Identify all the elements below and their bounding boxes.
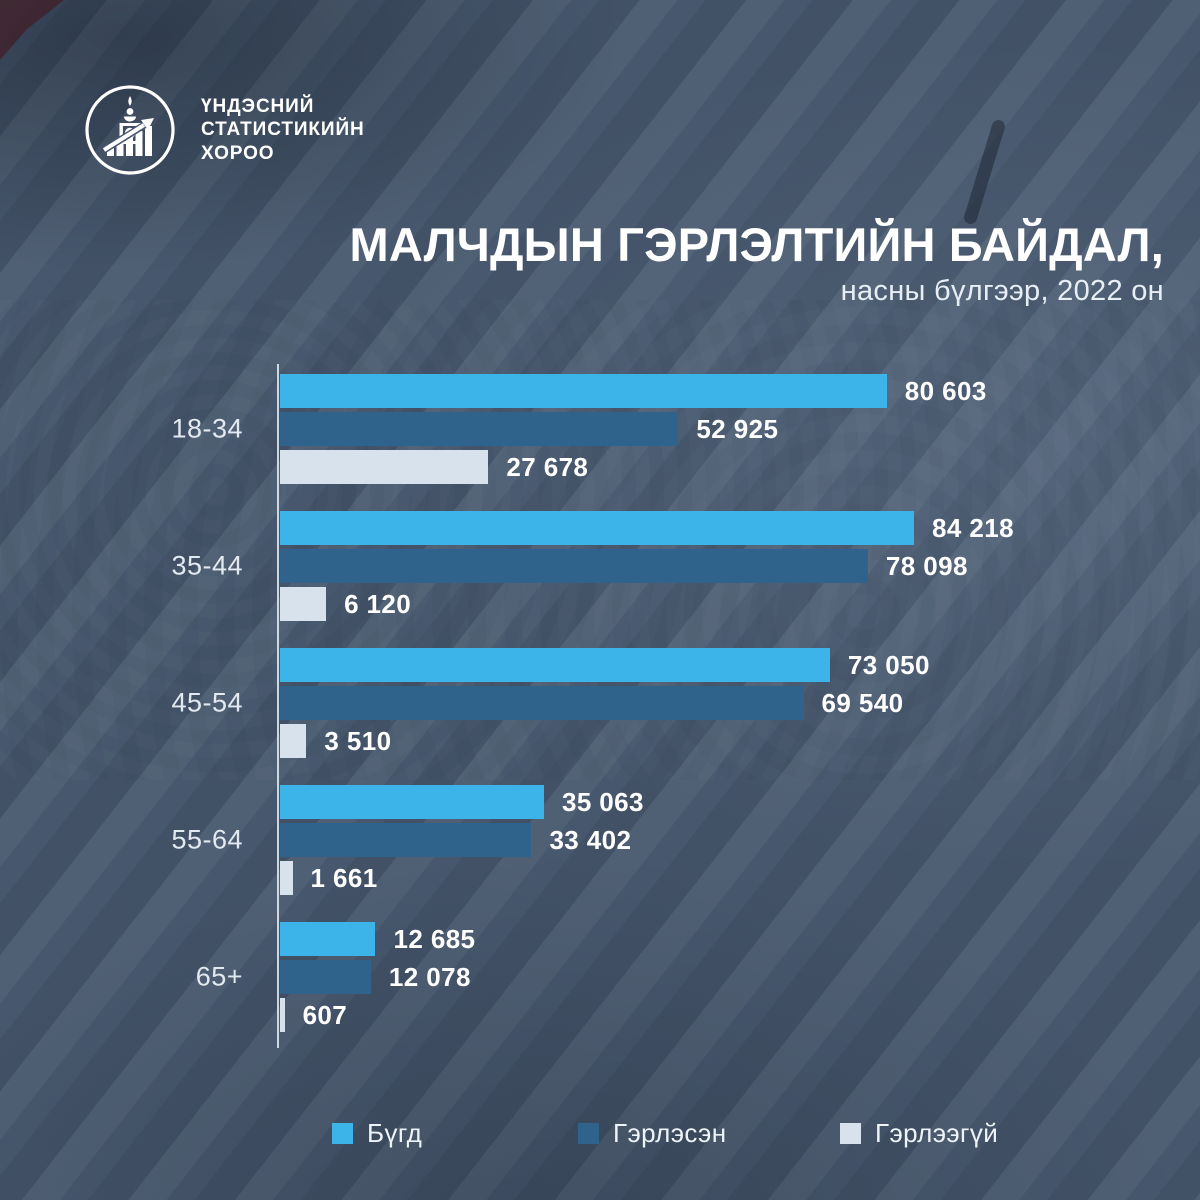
bar-value-label: 35 063 bbox=[561, 786, 644, 817]
bar-row: 12 078 bbox=[280, 960, 1180, 994]
bar-row: 80 603 bbox=[280, 374, 1180, 408]
legend-label-total: Бүгд bbox=[367, 1117, 423, 1148]
legend-swatch-unmarried bbox=[840, 1122, 861, 1144]
bar-chart: 18-34 80 603 52 925 27 678 35-44 84 218 78 098… bbox=[171, 374, 1180, 1032]
category-label: 35-44 bbox=[171, 550, 243, 581]
bar-value-label: 3 510 bbox=[324, 725, 392, 756]
bar-Гэрлээгүй bbox=[280, 724, 307, 758]
bar-value-label: 6 120 bbox=[344, 588, 412, 619]
legend-item-married: Гэрлэсэн bbox=[578, 1113, 726, 1153]
bar-row: 33 402 bbox=[280, 823, 1180, 857]
bar-Гэрлээгүй bbox=[280, 998, 285, 1032]
bar-row: 1 661 bbox=[280, 861, 1180, 895]
bar-value-label: 52 925 bbox=[696, 413, 779, 444]
category-label: 55-64 bbox=[171, 824, 243, 855]
category-label: 65+ bbox=[195, 961, 243, 992]
bar-row: 73 050 bbox=[280, 648, 1180, 682]
bar-value-label: 78 098 bbox=[885, 550, 968, 581]
bar-group-65+: 65+ 12 685 12 078 607 bbox=[196, 922, 1180, 1032]
bar-Гэрлээгүй bbox=[280, 587, 327, 621]
legend-swatch-total bbox=[332, 1122, 353, 1144]
bar-value-label: 12 685 bbox=[393, 923, 476, 954]
brand-line-3: ХОРОО bbox=[201, 142, 275, 164]
bar-value-label: 1 661 bbox=[310, 862, 378, 893]
bar-group-45-54: 45-54 73 050 69 540 3 510 bbox=[171, 648, 1180, 758]
legend-label-married: Гэрлэсэн bbox=[613, 1117, 727, 1148]
bar-groups: 18-34 80 603 52 925 27 678 35-44 84 218 78 098… bbox=[171, 374, 1180, 1032]
bar-row: 27 678 bbox=[280, 450, 1180, 484]
bar-value-label: 80 603 bbox=[904, 375, 987, 406]
bar-row: 6 120 bbox=[280, 587, 1180, 621]
bar-Гэрлэсэн bbox=[280, 823, 532, 857]
bar-row: 607 bbox=[280, 998, 1180, 1032]
bar-group-18-34: 18-34 80 603 52 925 27 678 bbox=[171, 374, 1180, 484]
bar-Бүгд bbox=[280, 922, 376, 956]
legend-item-total: Бүгд bbox=[332, 1113, 422, 1153]
bar-Бүгд bbox=[280, 648, 830, 682]
bar-value-label: 69 540 bbox=[821, 687, 904, 718]
chart-title: МАЛЧДЫН ГЭРЛЭЛТИЙН БАЙДАЛ, bbox=[349, 218, 1164, 271]
bar-Гэрлэсэн bbox=[280, 549, 868, 583]
y-axis-line bbox=[277, 364, 279, 1048]
brand-text: ҮНДЭСНИЙ СТАТИСТИКИЙН ХОРОО bbox=[201, 95, 365, 166]
bar-Гэрлээгүй bbox=[280, 861, 293, 895]
bar-value-label: 607 bbox=[302, 999, 348, 1030]
bar-value-label: 27 678 bbox=[506, 451, 589, 482]
bar-group-35-44: 35-44 84 218 78 098 6 120 bbox=[171, 511, 1180, 621]
category-label: 18-34 bbox=[171, 413, 243, 444]
bar-Гэрлэсэн bbox=[280, 960, 371, 994]
legend-label-unmarried: Гэрлээгүй bbox=[875, 1117, 999, 1148]
bar-Бүгд bbox=[280, 511, 914, 545]
nso-logo-icon bbox=[85, 85, 175, 175]
legend-swatch-married bbox=[578, 1122, 599, 1144]
bar-Гэрлэсэн bbox=[280, 412, 679, 446]
legend: Бүгд Гэрлэсэн Гэрлээгүй bbox=[0, 1113, 1200, 1153]
bar-row: 3 510 bbox=[280, 724, 1180, 758]
bar-row: 78 098 bbox=[280, 549, 1180, 583]
bar-row: 12 685 bbox=[280, 922, 1180, 956]
bar-group-55-64: 55-64 35 063 33 402 1 661 bbox=[171, 785, 1180, 895]
bar-value-label: 84 218 bbox=[932, 512, 1014, 543]
brand-line-2: СТАТИСТИКИЙН bbox=[201, 119, 365, 141]
bar-Гэрлэсэн bbox=[280, 686, 804, 720]
bar-value-label: 73 050 bbox=[847, 649, 930, 680]
bar-Гэрлээгүй bbox=[280, 450, 489, 484]
bar-Бүгд bbox=[280, 374, 887, 408]
bar-row: 52 925 bbox=[280, 412, 1180, 446]
bar-Бүгд bbox=[280, 785, 544, 819]
bar-value-label: 12 078 bbox=[388, 961, 471, 992]
bar-value-label: 33 402 bbox=[549, 824, 632, 855]
bar-row: 69 540 bbox=[280, 686, 1180, 720]
chart-subtitle: насны бүлгээр, 2022 он bbox=[840, 275, 1164, 307]
bar-row: 84 218 bbox=[280, 511, 1180, 545]
brand-line-1: ҮНДЭСНИЙ bbox=[201, 95, 315, 117]
nso-brand-block: ҮНДЭСНИЙ СТАТИСТИКИЙН ХОРОО bbox=[84, 84, 365, 176]
category-label: 45-54 bbox=[171, 687, 243, 718]
bar-row: 35 063 bbox=[280, 785, 1180, 819]
legend-item-unmarried: Гэрлээгүй bbox=[840, 1113, 998, 1153]
